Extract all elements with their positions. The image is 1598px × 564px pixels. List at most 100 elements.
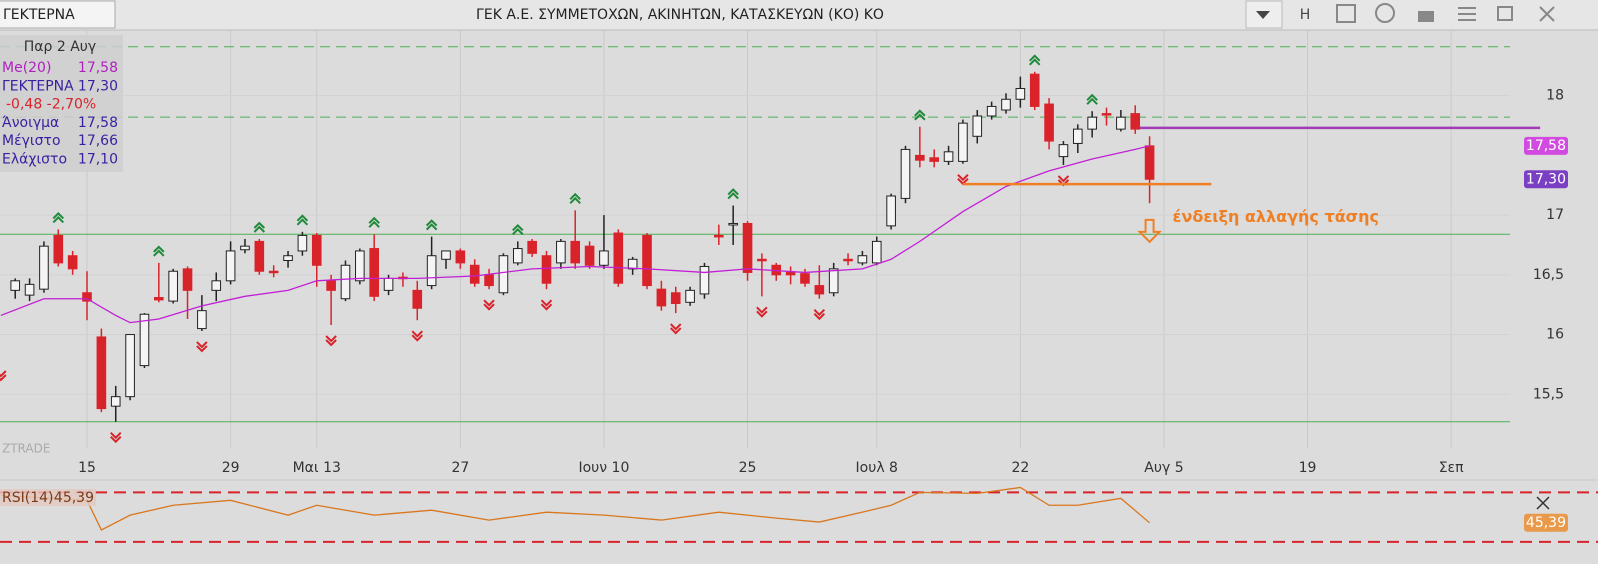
candle-body bbox=[1144, 145, 1155, 180]
price-badge bbox=[1524, 170, 1568, 189]
info-label: Me(20) bbox=[2, 60, 51, 76]
candle-body bbox=[599, 250, 609, 266]
candle-body bbox=[785, 271, 796, 276]
up-signal bbox=[52, 212, 65, 224]
icon-close[interactable] bbox=[1539, 6, 1555, 22]
rsi-name: RSI(14) bbox=[2, 490, 53, 506]
candle-body bbox=[843, 258, 853, 262]
candle-body bbox=[182, 268, 193, 291]
candle-body bbox=[871, 240, 882, 264]
candle-body bbox=[283, 255, 293, 261]
down-signal bbox=[325, 335, 337, 347]
up-signal bbox=[512, 223, 524, 236]
candle-body bbox=[1058, 144, 1069, 158]
x-tick-label: Ιουλ 8 bbox=[856, 460, 898, 476]
candle-body bbox=[642, 234, 652, 287]
candle-body bbox=[1116, 116, 1126, 130]
symbol-input[interactable] bbox=[0, 0, 116, 29]
candle-body bbox=[268, 270, 279, 274]
candle-body bbox=[211, 280, 222, 291]
x-tick-label: Σεπ bbox=[1439, 460, 1464, 476]
mode-button[interactable]: H bbox=[1300, 7, 1311, 23]
down-signal bbox=[411, 330, 423, 342]
up-signal bbox=[1086, 93, 1098, 105]
annotation-arrow bbox=[1137, 218, 1163, 244]
candle-body bbox=[757, 258, 767, 262]
candle-body bbox=[240, 245, 250, 251]
down-signal bbox=[957, 174, 969, 186]
icon-save[interactable] bbox=[1336, 4, 1356, 23]
info-date: Παρ 2 Αυγ bbox=[24, 39, 96, 55]
candle-body bbox=[929, 157, 940, 162]
candle-body bbox=[800, 273, 810, 284]
candle-body bbox=[527, 240, 537, 254]
candle-body bbox=[225, 250, 236, 282]
candle-body bbox=[1044, 103, 1054, 142]
rsi-label-bg bbox=[0, 489, 96, 506]
candle-body bbox=[857, 255, 868, 264]
price-badge bbox=[1524, 136, 1568, 155]
info-box bbox=[0, 35, 123, 172]
candle-body bbox=[828, 268, 839, 294]
candle-body bbox=[627, 258, 638, 270]
candle-body bbox=[742, 222, 753, 273]
down-signal bbox=[483, 299, 495, 311]
candle-body bbox=[613, 232, 624, 284]
x-tick-label: 22 bbox=[1011, 460, 1029, 476]
info-label: Μέγιστο bbox=[2, 133, 61, 149]
candle-body bbox=[369, 248, 380, 297]
info-value: 17,58 bbox=[78, 60, 118, 76]
candle-body bbox=[972, 115, 983, 137]
candle-body bbox=[728, 222, 738, 226]
candle-body bbox=[110, 396, 121, 407]
up-signal bbox=[425, 219, 438, 231]
watermark: ZTRADE bbox=[2, 442, 50, 456]
info-value: 17,10 bbox=[78, 152, 118, 168]
candle-body bbox=[326, 280, 336, 291]
title: ΓΕΚ Α.Ε. ΣΥΜΜΕΤΟΧΩΝ, ΑΚΙΝΗΤΩΝ, ΚΑΤΑΣΚΕΥΩ… bbox=[476, 7, 884, 23]
candle-body bbox=[900, 148, 911, 199]
candle-body bbox=[1130, 113, 1141, 130]
down-signal bbox=[540, 299, 553, 311]
info-label: Άνοιγμα bbox=[2, 115, 59, 131]
up-signal bbox=[1029, 54, 1041, 66]
x-tick-label: Ιουν 10 bbox=[578, 460, 629, 476]
rsi-line bbox=[0, 486, 1151, 531]
down-signal bbox=[110, 432, 122, 444]
info-label: Ελάχιστο bbox=[2, 152, 67, 168]
y-tick-label: 16,5 bbox=[1533, 267, 1564, 283]
up-signal bbox=[727, 188, 739, 200]
candle-body bbox=[67, 255, 78, 270]
icon-lock[interactable] bbox=[1418, 11, 1434, 22]
ma-line bbox=[0, 145, 1150, 324]
candle-body bbox=[685, 289, 695, 303]
rsi-close[interactable] bbox=[1536, 496, 1550, 510]
price-badge-label: 17,30 bbox=[1526, 171, 1566, 187]
up-signal bbox=[153, 245, 165, 257]
candle-body bbox=[1101, 113, 1112, 116]
annotation: ένδειξη αλλαγής τάσης bbox=[1173, 207, 1379, 226]
x-tick-label: 19 bbox=[1299, 460, 1317, 476]
icon-menu[interactable] bbox=[1458, 7, 1476, 21]
x-tick-label: Αυγ 5 bbox=[1144, 460, 1183, 476]
candle-body bbox=[383, 277, 394, 291]
candle-body bbox=[714, 234, 724, 238]
candle-body bbox=[197, 310, 207, 330]
candle-body bbox=[53, 234, 64, 264]
candle-body bbox=[1087, 116, 1097, 130]
x-tick-label: 27 bbox=[451, 460, 469, 476]
rsi-badge bbox=[1524, 513, 1568, 532]
candle-body bbox=[570, 240, 581, 264]
candle-body bbox=[699, 265, 710, 295]
candle-body bbox=[1015, 88, 1026, 100]
candle-body bbox=[441, 250, 451, 260]
candle-body bbox=[556, 240, 566, 264]
icon-restore[interactable] bbox=[1497, 6, 1513, 21]
candle-body bbox=[584, 245, 595, 266]
candle-body bbox=[254, 240, 265, 272]
candle-body bbox=[670, 292, 681, 304]
icon-quote[interactable] bbox=[1375, 3, 1395, 23]
candle-body bbox=[915, 154, 925, 161]
